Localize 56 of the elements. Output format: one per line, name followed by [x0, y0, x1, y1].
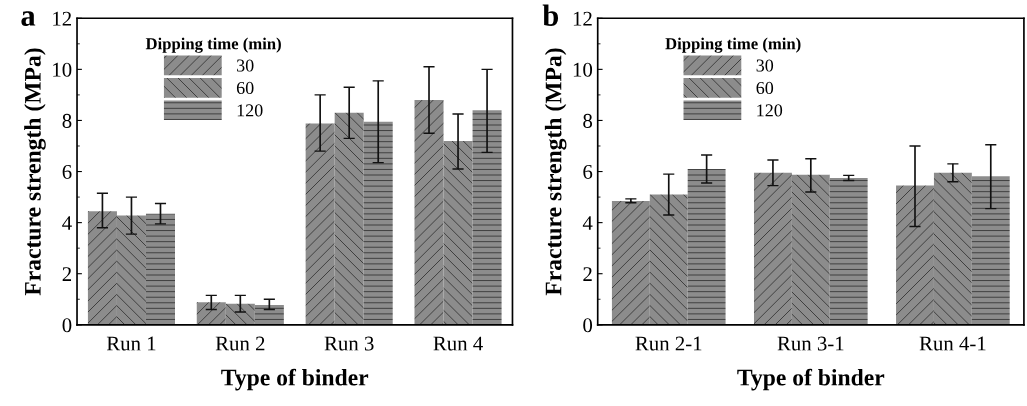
bar	[829, 177, 868, 325]
bar	[196, 302, 226, 325]
bar	[145, 213, 175, 325]
y-axis-title: Fracture strength (MPa)	[544, 48, 567, 296]
x-tick-label: Run 4-1	[919, 336, 986, 351]
x-tick-label: Run 2-1	[635, 336, 702, 351]
x-axis-title: Type of binder	[221, 368, 369, 391]
y-tick-label: 12	[53, 11, 72, 26]
chart-title: a	[21, 11, 36, 26]
legend-label: 30	[237, 59, 254, 72]
y-tick-label: 6	[62, 164, 72, 179]
y-tick-label: 4	[62, 216, 72, 230]
legend-label: 30	[756, 59, 774, 72]
y-tick-label: 12	[573, 11, 592, 26]
legend-label: 120	[237, 104, 263, 117]
y-tick-label: 2	[62, 267, 72, 281]
legend-title: Dipping time (min)	[665, 37, 801, 53]
bar	[254, 304, 284, 325]
legend-label: 60	[236, 81, 254, 95]
bar	[305, 123, 335, 325]
bar	[116, 215, 146, 325]
y-tick-label: 0	[583, 318, 593, 333]
bar	[649, 194, 688, 325]
legend-title: Dipping time (min)	[145, 37, 281, 53]
chart-title: b	[542, 4, 559, 26]
y-tick-label: 8	[583, 113, 593, 128]
y-tick-label: 6	[583, 164, 593, 179]
y-tick-label: 8	[62, 113, 72, 128]
bar	[87, 211, 117, 325]
x-axis-title: Type of binder	[737, 368, 885, 391]
y-tick-label: 0	[62, 318, 72, 333]
y-axis-title: Fracture strength (MPa)	[24, 48, 46, 296]
bar	[414, 100, 444, 325]
bar	[363, 121, 393, 325]
x-tick-label: Run 2	[215, 336, 265, 351]
x-tick-label: Run 3-1	[777, 336, 844, 351]
bar	[791, 174, 830, 325]
bar	[933, 172, 972, 325]
bar	[443, 140, 473, 325]
bar	[687, 168, 726, 325]
y-tick-label: 10	[53, 62, 72, 77]
bar	[753, 172, 792, 325]
x-tick-label: Run 4	[433, 336, 483, 351]
bar	[611, 200, 650, 325]
x-tick-label: Run 1	[106, 336, 156, 351]
bar	[472, 110, 502, 325]
bar	[896, 185, 934, 325]
y-tick-label: 10	[573, 62, 593, 77]
y-tick-label: 4	[582, 216, 593, 230]
legend-label: 60	[756, 81, 774, 95]
bar	[334, 112, 364, 325]
y-tick-label: 2	[583, 267, 592, 281]
x-tick-label: Run 3	[324, 336, 374, 351]
bar	[971, 176, 1010, 325]
bar	[225, 303, 255, 325]
legend-label: 120	[757, 104, 783, 117]
